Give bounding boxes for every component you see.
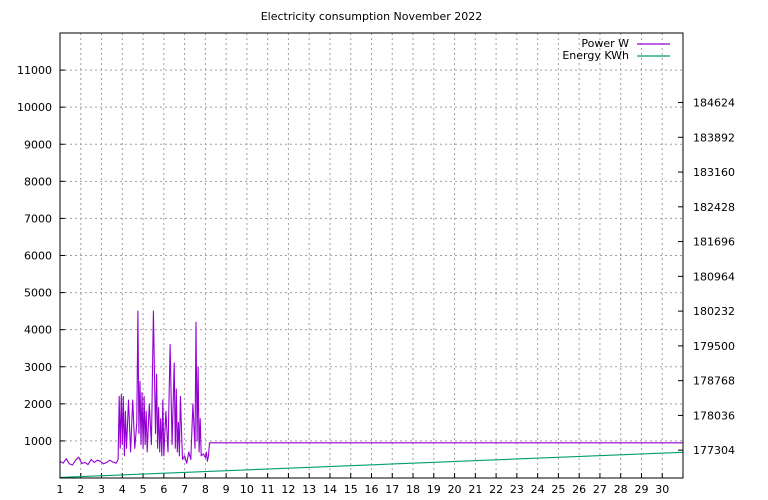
x-tick-label: 8 — [202, 483, 209, 496]
x-tick-label: 11 — [261, 483, 275, 496]
y-tick-label: 9000 — [24, 138, 52, 151]
x-tick-label: 20 — [448, 483, 462, 496]
y2-tick-label: 179500 — [693, 340, 735, 353]
x-tick-label: 1 — [57, 483, 64, 496]
x-tick-label: 2 — [77, 483, 84, 496]
chart-title: Electricity consumption November 2022 — [261, 10, 483, 23]
series-lines — [59, 310, 684, 478]
y-tick-label: 11000 — [17, 64, 52, 77]
y-tick-label: 1000 — [24, 435, 52, 448]
legend-label-1: Power W — [581, 37, 629, 50]
x-tick-label: 10 — [240, 483, 254, 496]
y-tick-label: 4000 — [24, 324, 52, 337]
x-tick-label: 23 — [510, 483, 524, 496]
y-tick-label: 5000 — [24, 287, 52, 300]
y-tick-label: 6000 — [24, 250, 52, 263]
x-tick-label: 18 — [406, 483, 420, 496]
x-tick-label: 17 — [385, 483, 399, 496]
x-tick-label: 28 — [614, 483, 628, 496]
y2-tick-label: 177304 — [693, 444, 735, 457]
x-tick-label: 27 — [593, 483, 607, 496]
y2-tick-label: 183892 — [693, 131, 735, 144]
y2-tick-label: 178768 — [693, 375, 735, 388]
series-line-1 — [59, 310, 683, 466]
y-tick-label: 2000 — [24, 398, 52, 411]
x-tick-label: 6 — [160, 483, 167, 496]
legend-label-2: Energy KWh — [562, 49, 629, 62]
x-tick-label: 29 — [634, 483, 648, 496]
y2-tick-label: 184624 — [693, 97, 735, 110]
y2-tick-label: 180964 — [693, 270, 735, 283]
ticks: 1 2 3 4 5 6 7 8 9 10 11 12 13 14 15 16 17 18 19 20 21 22 23 24 2… — [17, 64, 735, 496]
y2-tick-label: 178036 — [693, 409, 735, 422]
x-tick-label: 12 — [281, 483, 295, 496]
x-tick-label: 24 — [531, 483, 545, 496]
x-tick-label: 4 — [119, 483, 126, 496]
x-tick-label: 3 — [98, 483, 105, 496]
y-tick-label: 7000 — [24, 212, 52, 225]
x-tick-label: 26 — [572, 483, 586, 496]
x-tick-label: 13 — [302, 483, 316, 496]
x-tick-label: 22 — [489, 483, 503, 496]
plot-frame — [59, 32, 684, 479]
x-tick-label: 15 — [344, 483, 358, 496]
x-tick-label: 9 — [223, 483, 230, 496]
y2-tick-label: 182428 — [693, 201, 735, 214]
y2-tick-label: 181696 — [693, 236, 735, 249]
grid — [59, 33, 683, 478]
x-tick-label: 5 — [140, 483, 147, 496]
x-tick-label: 30 — [655, 483, 669, 496]
x-tick-label: 25 — [551, 483, 565, 496]
y-tick-label: 3000 — [24, 361, 52, 374]
series-line-2 — [59, 451, 684, 478]
y2-tick-label: 183160 — [693, 166, 735, 179]
x-tick-label: 19 — [427, 483, 441, 496]
y-tick-label: 8000 — [24, 175, 52, 188]
x-tick-label: 16 — [365, 483, 379, 496]
x-tick-label: 21 — [468, 483, 482, 496]
x-tick-label: 14 — [323, 483, 337, 496]
y2-tick-label: 180232 — [693, 305, 735, 318]
x-tick-label: 7 — [181, 483, 188, 496]
y-tick-label: 10000 — [17, 101, 52, 114]
